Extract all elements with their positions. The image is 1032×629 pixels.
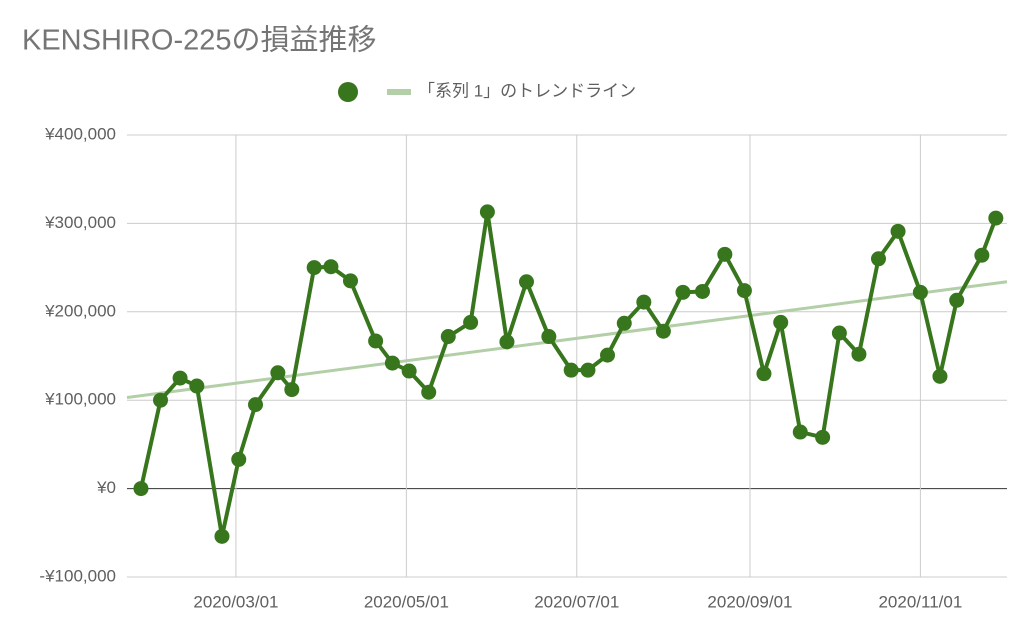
data-point (851, 346, 867, 362)
x-tick-label: 2020/05/01 (364, 592, 449, 611)
data-point (717, 246, 733, 262)
y-tick-label: ¥400,000 (44, 124, 116, 143)
data-point (214, 528, 230, 544)
data-point (342, 273, 358, 289)
data-point (248, 397, 264, 413)
trendline (126, 280, 1008, 400)
data-point (306, 260, 322, 276)
data-point (694, 283, 710, 299)
x-tick-label: 2020/11/01 (878, 592, 962, 611)
y-tick-label: ¥100,000 (44, 390, 116, 409)
data-point (600, 347, 616, 363)
data-point (831, 325, 847, 341)
data-point (636, 294, 652, 310)
data-point (479, 204, 495, 220)
x-tick-label: 2020/03/01 (193, 592, 278, 611)
data-point (541, 329, 557, 345)
data-point (499, 334, 515, 350)
data-point (421, 384, 437, 400)
legend-marker (338, 82, 358, 102)
data-point (792, 424, 808, 440)
data-point (323, 259, 339, 275)
data-point (912, 284, 928, 300)
x-tick-label: 2020/07/01 (534, 592, 619, 611)
data-point (133, 481, 149, 497)
data-point (518, 274, 534, 290)
data-point (189, 378, 205, 394)
data-point (153, 392, 169, 408)
legend-label: 「系列 1」のトレンドライン (418, 81, 636, 100)
data-point (932, 368, 948, 384)
data-point (773, 314, 789, 330)
data-point (463, 314, 479, 330)
y-tick-label: ¥0 (96, 478, 116, 497)
chart-title: KENSHIRO-225の損益推移 (22, 24, 377, 57)
data-point (368, 333, 384, 349)
data-point (815, 429, 831, 445)
data-point (172, 370, 188, 386)
data-point (756, 366, 772, 382)
y-tick-label: ¥300,000 (44, 213, 116, 232)
data-point (988, 210, 1004, 226)
data-point (401, 363, 417, 379)
data-point (870, 251, 886, 267)
data-point (563, 362, 579, 378)
data-point (231, 451, 247, 467)
data-point (284, 382, 300, 398)
data-point (440, 329, 456, 345)
data-point (736, 283, 752, 299)
data-point (270, 365, 286, 381)
data-point (949, 292, 965, 308)
y-tick-label: -¥100,000 (39, 566, 116, 585)
data-point (974, 247, 990, 263)
data-point (616, 315, 632, 331)
data-point (384, 355, 400, 371)
data-point (655, 323, 671, 339)
y-tick-label: ¥200,000 (44, 301, 116, 320)
data-point (890, 223, 906, 239)
data-point (580, 362, 596, 378)
x-tick-label: 2020/09/01 (707, 592, 792, 611)
data-point (675, 284, 691, 300)
